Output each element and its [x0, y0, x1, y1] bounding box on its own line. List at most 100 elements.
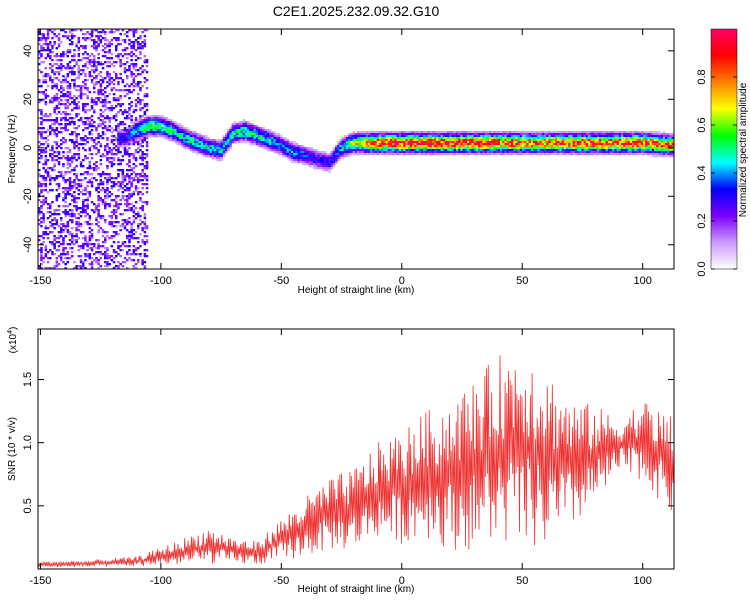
spectrogram-cell [62, 51, 65, 54]
spectrogram-cell [357, 141, 360, 144]
spectrogram-cell [299, 147, 303, 150]
spectrogram-cell [361, 141, 364, 144]
spectrogram-cell [484, 141, 488, 144]
spectrogram-cell [227, 137, 230, 140]
spectrogram-cell [106, 235, 109, 238]
spectrogram-cell [440, 145, 444, 148]
spectrogram-cell [638, 147, 642, 150]
spectrogram-cell [390, 143, 393, 146]
spectrogram-cell [49, 175, 52, 178]
spectrogram-cell [251, 139, 254, 142]
spectrogram-cell [106, 39, 109, 42]
spectrogram-cell [132, 63, 136, 66]
spectrogram-cell [273, 149, 276, 152]
spectrogram-cell [211, 149, 215, 152]
spectrogram-cell [97, 173, 100, 176]
spectrogram-cell [409, 143, 413, 146]
spectrogram-cell [423, 137, 426, 140]
spectrogram-cell [97, 141, 100, 144]
spectrogram-cell [385, 133, 389, 136]
spectrogram-cell [132, 143, 136, 146]
spectrogram-cell [115, 55, 118, 58]
spectrogram-cell [101, 37, 105, 40]
spectrogram-cell [110, 177, 114, 180]
spectrogram-cell [504, 135, 507, 138]
spectrogram-cell [44, 93, 48, 96]
spectrogram-cell [167, 133, 171, 136]
spectrogram-cell [71, 109, 74, 112]
spectrogram-cell [130, 233, 133, 236]
spectrogram-cell [233, 133, 237, 136]
spectrogram-cell [409, 135, 413, 138]
spectrogram-cell [55, 213, 59, 216]
spectrogram-cell [132, 31, 136, 34]
spectrogram-cell [75, 141, 78, 144]
spectrogram-cell [163, 125, 166, 128]
spectrogram-cell [568, 151, 571, 154]
spectrogram-cell [115, 225, 118, 228]
spectrogram-cell [458, 131, 461, 134]
spectrogram-cell [464, 149, 468, 152]
spectrogram-cell [101, 105, 105, 108]
spectrogram-cell [390, 141, 393, 144]
spectrogram-cell [99, 143, 103, 146]
spectrogram-cell [317, 165, 320, 168]
spectrogram-cell [75, 145, 78, 148]
spectrogram-cell [269, 145, 272, 148]
spectrogram-cell [60, 29, 63, 32]
spectrogram-cell [130, 105, 133, 108]
spectrogram-cell [497, 141, 501, 144]
spectrogram-cell [302, 161, 305, 164]
spectrogram-cell [475, 147, 479, 150]
spectrogram-cell [385, 143, 389, 146]
spectrogram-cell [515, 153, 518, 156]
spectrogram-cell [51, 71, 54, 74]
spectrogram-cell [55, 117, 59, 120]
spectrogram-cell [134, 49, 138, 52]
spectrogram-cell [104, 121, 107, 124]
spectrogram-cell [526, 139, 529, 142]
spectrogram-cell [629, 153, 633, 156]
spectrogram-cell [253, 127, 257, 130]
spectrogram-cell [55, 87, 59, 90]
spectrogram-cell [90, 59, 94, 62]
spectrogram-cell [82, 129, 85, 132]
spectrogram-cell [99, 257, 103, 260]
spectrogram-cell [592, 153, 595, 156]
spectrogram-cell [425, 151, 428, 154]
spectrogram-cell [383, 145, 386, 148]
spectrogram-cell [88, 37, 92, 40]
spectrogram-cell [141, 127, 144, 130]
spectrogram-cell [79, 179, 83, 182]
spectrogram-cell [123, 117, 127, 120]
spectrogram-cell [176, 133, 180, 136]
spectrogram-cell [332, 161, 336, 164]
spectrogram-cell [306, 161, 309, 164]
spectrogram-cell [291, 149, 294, 152]
spectrogram-cell [244, 137, 248, 140]
spectrogram-cell [451, 143, 455, 146]
spectrogram-cell [414, 147, 417, 150]
spectrogram-cell [150, 121, 153, 124]
spectrogram-cell [346, 143, 349, 146]
spectrogram-cell [405, 145, 408, 148]
spectrogram-cell [108, 81, 111, 84]
spectrogram-cell [236, 135, 239, 138]
spectrogram-cell [51, 69, 54, 72]
spectrogram-cell [346, 149, 349, 152]
spectrogram-cell [53, 77, 56, 80]
spectrogram-cell [115, 255, 118, 258]
spectrogram-cell [638, 141, 642, 144]
spectrogram-cell [535, 145, 538, 148]
spectrogram-cell [128, 159, 131, 162]
spectrogram-cell [640, 143, 644, 146]
spectrogram-cell [500, 141, 503, 144]
spectrogram-cell [354, 141, 358, 144]
spectrogram-cell [559, 153, 562, 156]
spectrogram-cell [187, 133, 191, 136]
spectrogram-cell [141, 47, 144, 50]
spectrogram-cell [97, 81, 100, 84]
spectrogram-cell [539, 139, 543, 142]
spectrogram-cell [251, 137, 254, 140]
